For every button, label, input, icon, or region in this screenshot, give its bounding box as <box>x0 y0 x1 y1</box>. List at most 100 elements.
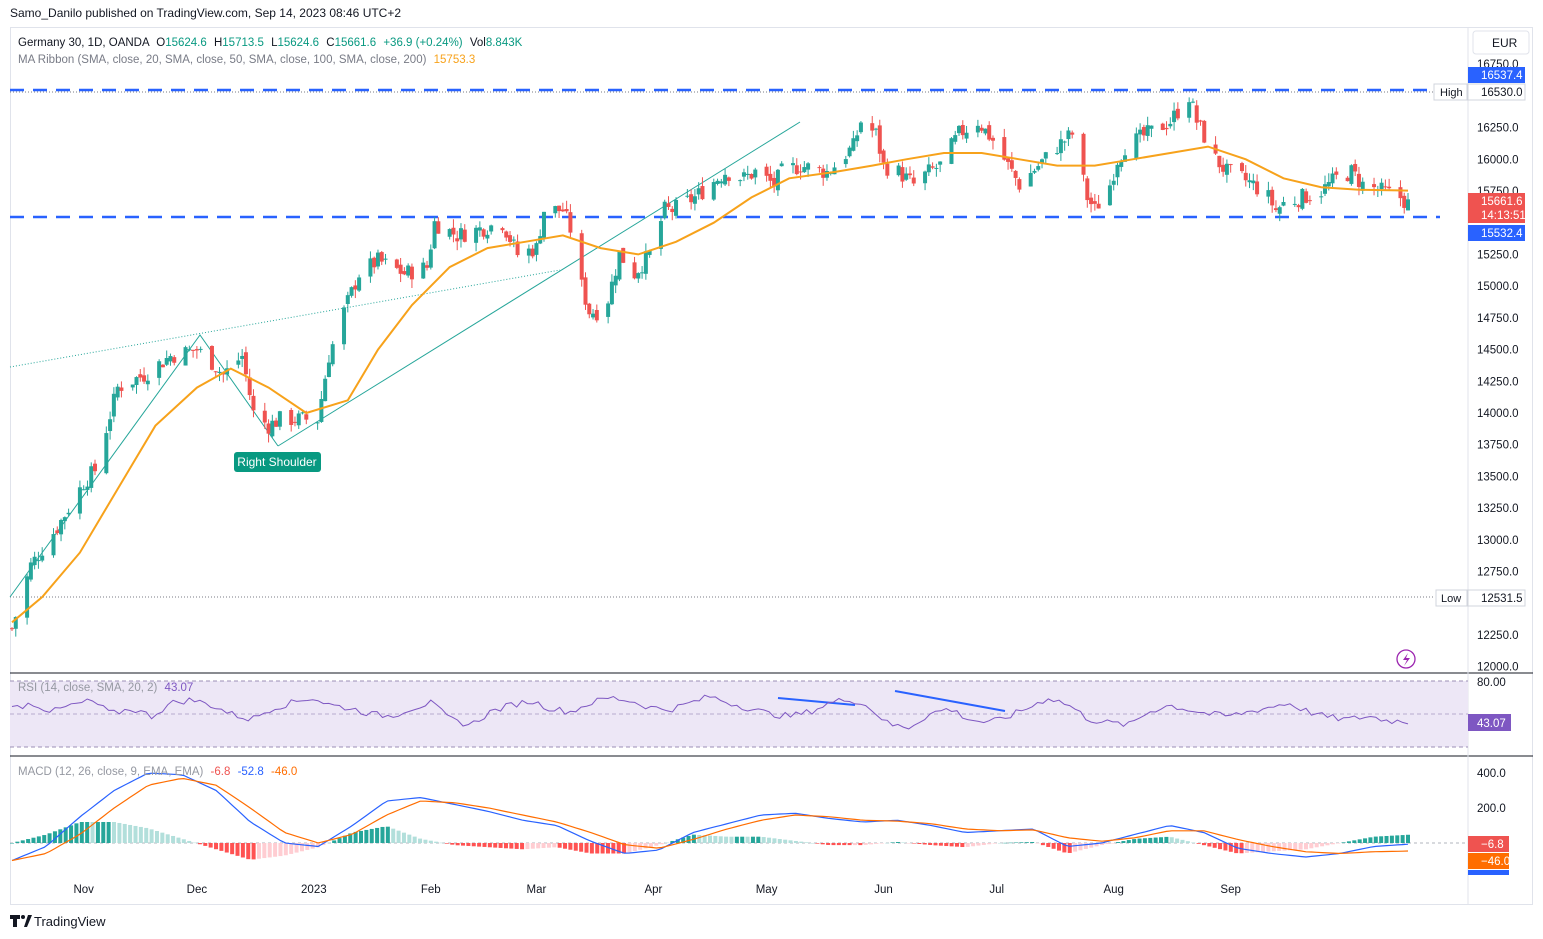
macd-hist-bar <box>949 843 954 847</box>
macd-hist-bar <box>750 836 755 843</box>
price-axis[interactable]: 16750.016250.016000.015750.015250.015000… <box>1477 59 1519 674</box>
candle-body <box>368 258 373 277</box>
macd-hist-bar <box>332 840 337 843</box>
candle-body <box>504 231 509 238</box>
candle-body <box>674 199 679 216</box>
candle-body <box>304 414 309 420</box>
open-value: 15624.6 <box>165 37 207 49</box>
candle-body <box>606 303 611 317</box>
candle-body <box>172 357 177 363</box>
macd-hist-bar <box>895 842 900 843</box>
macd-hist-bar <box>724 836 729 843</box>
macd-hist-bar <box>461 843 466 846</box>
candle-body <box>62 517 67 522</box>
candle-body <box>934 167 939 169</box>
macd-hist-bar <box>740 836 745 843</box>
ma-legend: MA Ribbon (SMA, close, 20, SMA, close, 5… <box>18 54 475 66</box>
lightning-icon[interactable] <box>1396 649 1416 669</box>
macd-hist-bar <box>793 840 798 843</box>
candle-body <box>1406 199 1410 211</box>
candle-body <box>534 243 539 255</box>
macd-hist-bar <box>509 843 514 849</box>
candle-body <box>594 310 599 321</box>
candle-body <box>579 233 584 280</box>
macd-hist-bar <box>1218 843 1223 850</box>
macd-hist-bar <box>428 840 433 843</box>
candle-body <box>802 167 807 173</box>
candle-body <box>753 169 758 178</box>
macd-hist-bar <box>1030 841 1035 843</box>
macd-hist-bar <box>1099 843 1104 846</box>
candle-body <box>1266 190 1271 197</box>
candle-body <box>798 171 803 173</box>
candle-body <box>187 349 192 351</box>
macd-hist-bar <box>922 843 927 845</box>
candle-body <box>262 410 267 423</box>
rsi-divergence-line-1[interactable] <box>777 697 856 706</box>
macd-hist-bar <box>546 843 551 848</box>
macd-histogram <box>10 822 1410 860</box>
macd-hist-bar <box>665 842 670 844</box>
ma-ribbon-line <box>11 145 1409 624</box>
candle-body <box>983 128 988 134</box>
rsi-divergence-line-2[interactable] <box>894 690 1006 712</box>
candle-body <box>715 180 720 184</box>
candle-body <box>568 212 573 233</box>
rising-trendline[interactable] <box>277 121 801 447</box>
neckline-trendline[interactable] <box>9 269 561 368</box>
macd-hist-bar <box>1352 840 1357 843</box>
candle-body <box>108 419 113 432</box>
macd-hist-bar <box>681 837 686 843</box>
macd-hist-bar <box>192 842 197 844</box>
macd-hist-bar <box>1116 842 1121 843</box>
candle-body <box>277 411 282 427</box>
macd-hist-bar <box>595 843 600 854</box>
macd-hist-bar <box>246 843 251 860</box>
macd-hist-bar <box>1250 843 1255 853</box>
tradingview-logo-icon <box>10 915 32 927</box>
macd-hist-bar <box>1051 843 1056 849</box>
candle-body <box>741 172 746 177</box>
macd-hist-bar <box>879 843 884 844</box>
candle-body <box>353 285 358 290</box>
macd-hist-bar <box>230 843 235 855</box>
candle-body <box>425 265 430 268</box>
macd-hist-bar <box>278 843 283 857</box>
candle-body <box>1322 184 1327 194</box>
candle-body <box>477 227 482 231</box>
candle-body <box>81 489 86 491</box>
candle-body <box>843 159 848 165</box>
candle-body <box>300 412 305 414</box>
currency-button[interactable] <box>1472 30 1530 55</box>
macd-hist-bar <box>251 843 256 860</box>
low-label: Low <box>1441 593 1461 605</box>
candle-body <box>987 125 992 140</box>
time-tick-label: Sep <box>1220 884 1240 896</box>
macd-hist-bar <box>396 830 401 843</box>
macd-hist-bar <box>353 831 358 843</box>
candle-body <box>1066 130 1071 140</box>
macd-hist-bar <box>493 843 498 848</box>
macd-hist-bar <box>1137 838 1142 843</box>
macd-hist-bar <box>530 843 535 849</box>
candle-body <box>266 423 271 434</box>
pattern-label[interactable]: Right Shoulder <box>237 455 316 469</box>
candle-body <box>66 512 71 515</box>
candle-body <box>236 360 241 365</box>
macd-hist-bar <box>1153 837 1158 843</box>
candle-body <box>1123 155 1128 162</box>
macd-hist-bar <box>761 837 766 843</box>
signal-line <box>11 777 1409 862</box>
candle-body <box>119 387 124 391</box>
candle-body <box>1115 164 1120 178</box>
time-tick-label: Jun <box>874 884 893 896</box>
candle-body <box>877 125 882 154</box>
macd-hist-bar <box>563 843 568 849</box>
time-axis[interactable]: Nov Dec 2023 Feb Mar Apr May Jun Jul Aug Sep <box>73 884 1240 896</box>
macd-hist-bar <box>503 843 508 849</box>
macd-hist-bar <box>444 843 449 844</box>
macd-hist-bar <box>1400 835 1405 843</box>
candle-body <box>1270 189 1275 206</box>
